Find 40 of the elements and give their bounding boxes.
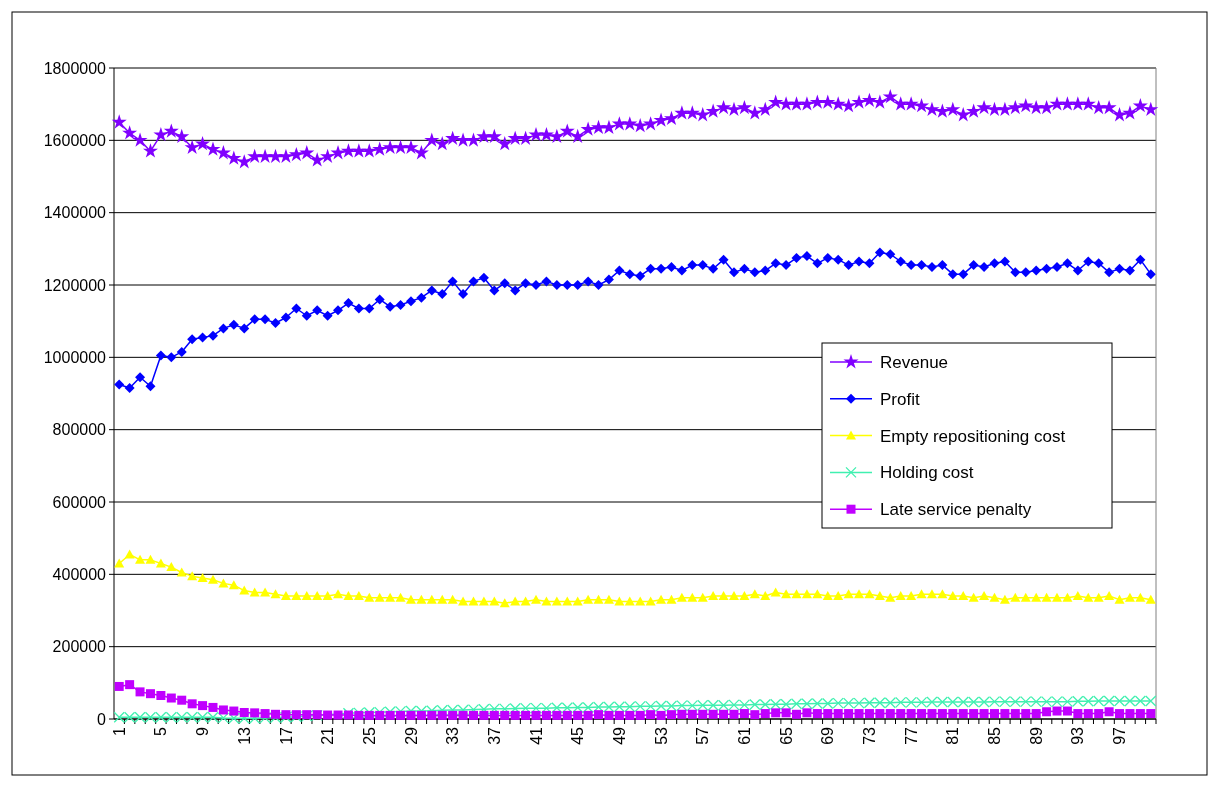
y-tick-label: 1000000 — [43, 348, 107, 366]
x-tick-label: 53 — [652, 726, 670, 745]
y-tick-label: 200000 — [52, 638, 107, 656]
x-tick-label: 61 — [736, 726, 754, 745]
x-tick-label: 37 — [485, 726, 503, 745]
y-tick-label: 0 — [97, 710, 107, 728]
x-tick-label: 9 — [194, 726, 212, 736]
y-tick-label: 1600000 — [43, 131, 107, 149]
x-tick-label: 25 — [360, 726, 378, 745]
x-tick-label: 49 — [610, 726, 628, 745]
x-tick-label: 73 — [861, 726, 879, 745]
legend-label: Late service penalty — [880, 500, 1032, 520]
y-tick-label: 600000 — [52, 493, 107, 511]
x-tick-label: 97 — [1111, 726, 1129, 745]
x-tick-label: 89 — [1027, 726, 1045, 745]
y-tick-label: 1800000 — [43, 59, 107, 77]
x-tick-label: 1 — [110, 726, 128, 736]
x-tick-label: 17 — [277, 726, 295, 745]
y-tick-label: 400000 — [52, 565, 107, 583]
y-tick-label: 1400000 — [43, 204, 107, 222]
x-tick-label: 21 — [319, 726, 337, 745]
x-tick-label: 93 — [1069, 726, 1087, 745]
x-tick-label: 69 — [819, 726, 837, 745]
x-tick-label: 13 — [235, 726, 253, 745]
legend-label: Empty repositioning cost — [880, 426, 1066, 446]
legend-label: Profit — [880, 389, 920, 409]
legend-label: Revenue — [880, 352, 949, 372]
x-tick-label: 65 — [777, 726, 795, 745]
x-tick-label: 45 — [569, 726, 587, 745]
x-tick-label: 29 — [402, 726, 420, 745]
y-tick-label: 1200000 — [43, 276, 107, 294]
y-tick-label: 800000 — [52, 421, 107, 439]
x-tick-label: 85 — [986, 726, 1004, 745]
x-tick-label: 33 — [444, 726, 462, 745]
legend-label: Holding cost — [880, 463, 974, 483]
x-tick-label: 41 — [527, 726, 545, 745]
x-tick-label: 81 — [944, 726, 962, 745]
x-tick-label: 77 — [902, 726, 920, 745]
x-tick-label: 57 — [694, 726, 712, 745]
x-tick-label: 5 — [152, 726, 170, 736]
